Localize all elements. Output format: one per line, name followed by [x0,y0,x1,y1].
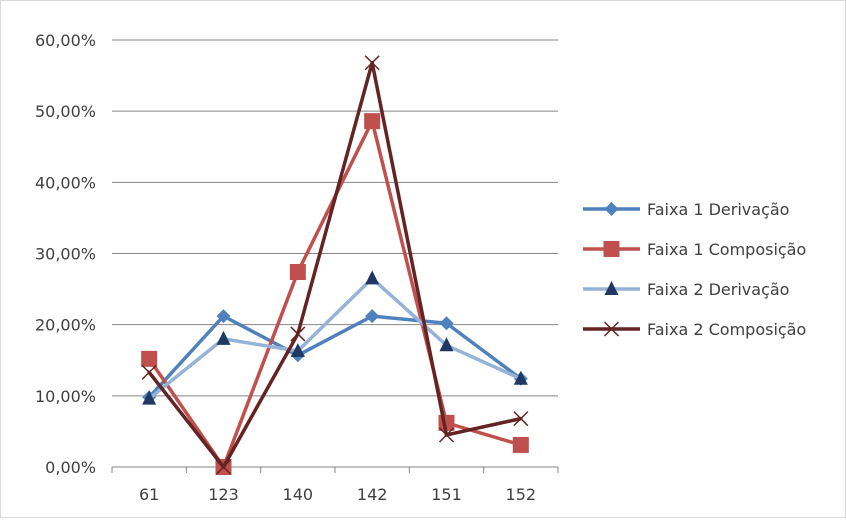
series-group [141,55,529,475]
legend-marker [603,241,620,257]
legend-item: Faixa 2 Composição [583,320,806,339]
data-point [439,316,454,331]
data-point [513,411,529,427]
y-tick-label: 40,00% [35,173,96,192]
series-4 [141,55,529,475]
gridlines [112,39,558,468]
x-tick-label: 123 [208,485,239,504]
data-point [290,326,306,342]
data-point [513,370,528,385]
data-point [141,350,158,367]
series-line [147,276,523,401]
data-point [364,55,380,71]
legend-marker [604,202,619,216]
data-point [512,436,529,453]
legend-label: Faixa 1 Derivação [647,200,789,219]
legend-label: Faixa 1 Composição [647,240,806,259]
legend-marker [603,321,620,337]
data-point [141,364,157,380]
data-point [438,427,455,443]
data-point [216,330,231,345]
data-point [142,390,157,405]
data-point [215,459,232,475]
y-tick-label: 0,00% [45,458,96,477]
data-point [364,113,381,130]
legend: Faixa 1 Derivação Faixa 1 Composição Faixa… [583,200,806,339]
data-point [216,309,231,324]
data-point [365,309,380,324]
legend-label: Faixa 2 Composição [647,320,806,339]
legend-item: Faixa 1 Derivação [583,200,789,219]
y-tick-label: 30,00% [35,245,96,264]
axes: 0,00% 10,00% 20,00% 30,00% 40,00% 50,00% 60,00… [35,31,559,504]
x-tick-label: 151 [431,485,462,504]
x-tick-label: 140 [283,485,314,504]
x-tick-label: 142 [357,485,388,504]
y-tick-label: 20,00% [35,316,96,335]
data-point [290,342,305,357]
x-tick-label: 152 [506,485,537,504]
data-point [289,264,306,281]
series-line [147,314,523,400]
data-point [365,270,380,285]
legend-label: Faixa 2 Derivação [647,280,789,299]
y-tick-label: 60,00% [35,31,96,50]
y-tick-label: 10,00% [35,387,96,406]
series-3 [142,270,528,405]
legend-item: Faixa 2 Derivação [583,280,789,299]
data-point [439,337,454,352]
legend-item: Faixa 1 Composição [583,240,806,259]
y-tick-label: 50,00% [35,102,96,121]
series-line [147,61,523,469]
legend-marker [604,281,619,295]
x-tick-label: 61 [139,485,159,504]
